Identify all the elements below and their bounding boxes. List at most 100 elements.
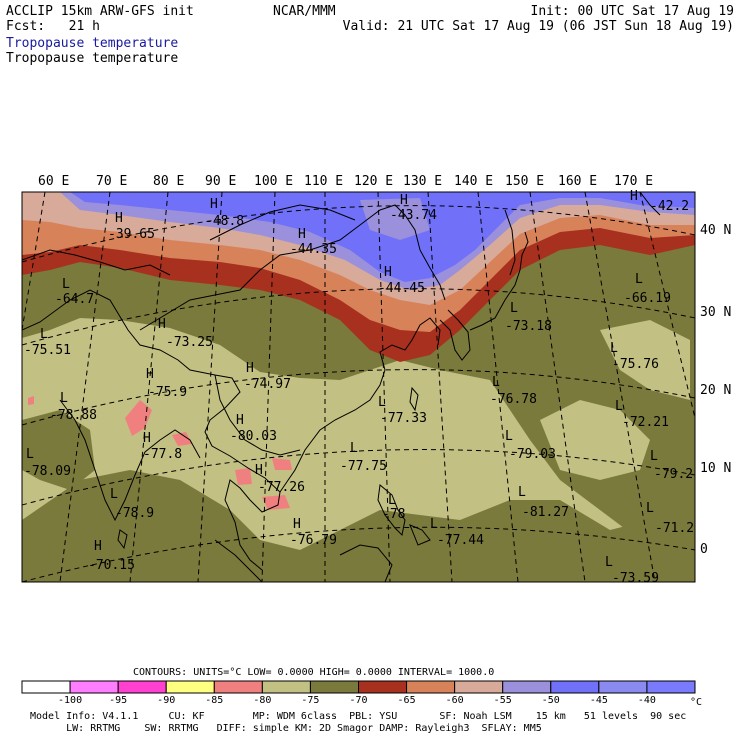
meridian-170e (639, 192, 695, 420)
extremum-value: -79.03 (509, 447, 556, 462)
extremum-value: -79.2 (654, 467, 693, 482)
coast-borneo (339, 544, 393, 582)
meridian-70e (59, 192, 111, 582)
lat-label: 10 N (700, 461, 731, 476)
extremum-value: -76.79 (290, 533, 337, 548)
legend-color-box (550, 680, 600, 694)
extremum-value: -73.59 (612, 571, 659, 586)
coastlines (22, 192, 661, 582)
legend-color-box (309, 680, 359, 694)
meridian-80e (129, 192, 169, 582)
extremum-value: -77.8 (143, 447, 182, 462)
model-title: ACCLIP 15km ARW-GFS init (6, 4, 194, 19)
field-light-patch-east (600, 320, 690, 400)
forecast-hour: Fcst: 21 h (6, 19, 100, 34)
extremum-value: -39.65 (108, 227, 155, 242)
extremum-type: L (615, 399, 623, 414)
extremum-value: -48.8 (205, 214, 244, 229)
extremum-type: L (350, 441, 358, 456)
legend-tick-label: -50 (542, 695, 560, 706)
legend-tick-label: -100 (58, 695, 82, 706)
extremum-value: -75.9 (148, 385, 187, 400)
init-time: Init: 00 UTC Sat 17 Aug 19 (530, 4, 735, 19)
extremum-value: -42.2 (650, 199, 689, 214)
extremum-value: -71.2 (655, 521, 694, 536)
extremum-type: L (40, 327, 48, 342)
legend-color-box (406, 680, 456, 694)
extremum-type: L (378, 395, 386, 410)
map-field (22, 192, 695, 582)
legend-tick-label: -95 (109, 695, 127, 706)
lon-label: 100 E (254, 174, 293, 189)
legend-color-box (165, 680, 215, 694)
lon-label: 120 E (354, 174, 393, 189)
border-central-asia (22, 249, 171, 276)
legend-tick-label: -75 (301, 695, 319, 706)
meridian-60e (22, 192, 46, 334)
legend-tick-label: -80 (253, 695, 271, 706)
extremum-type: L (62, 277, 70, 292)
extremum-type: L (605, 555, 613, 570)
parallel-40n (22, 205, 695, 263)
border-mongolia (209, 204, 356, 241)
field-dark-olive-west (22, 410, 95, 490)
longitude-labels: 60 E 70 E 80 E 90 E 100 E 110 E 120 E 13… (38, 174, 653, 189)
legend-color-box (646, 680, 696, 694)
extremum-type: H (143, 431, 151, 446)
field-pink-spot-3 (235, 468, 252, 485)
legend-color-box (21, 680, 71, 694)
extremum-type: H (115, 211, 123, 226)
extremum-type: L (505, 429, 513, 444)
extremum-value: -73.18 (505, 319, 552, 334)
parallel-10n (22, 449, 695, 506)
lon-label: 160 E (558, 174, 597, 189)
legend-tick-label: -90 (157, 695, 175, 706)
lon-label: 80 E (153, 174, 184, 189)
legend-tick-label: -70 (349, 695, 367, 706)
field-dark-olive-south (22, 470, 695, 582)
lon-label: 150 E (505, 174, 544, 189)
meridian-90e (197, 192, 223, 582)
coast-kamchatka (639, 192, 661, 216)
center-label: NCAR/MMM (273, 4, 336, 19)
legend-tick-labels: -100 -95 -90 -85 -80 -75 -70 -65 -60 -55 -50 -45 -40 (58, 695, 656, 706)
field-pink-spot-6 (28, 396, 34, 405)
legend-unit: °C (690, 697, 702, 708)
extremum-value: -44.35 (290, 242, 337, 257)
map-frame (21, 191, 696, 583)
lon-label: 130 E (403, 174, 442, 189)
lon-label: 60 E (38, 174, 69, 189)
coast-asia-mainland (22, 289, 281, 571)
coast-sakhalin (504, 209, 516, 276)
extremum-type: L (388, 493, 396, 508)
coast-taiwan (409, 386, 419, 412)
extremum-type: H (210, 197, 218, 212)
lat-label: 40 N (700, 223, 731, 238)
extremum-type: L (110, 487, 118, 502)
model-info-line2: LW: RRTMG SW: RRTMG DIFF: simple KM: 2D … (30, 723, 542, 734)
color-legend (21, 680, 696, 694)
coast-korea (439, 309, 471, 361)
extremum-value: -72.21 (622, 415, 669, 430)
meridian-120e (377, 192, 391, 582)
extremum-value: -81.27 (522, 505, 569, 520)
field-lavender-patch (360, 198, 430, 240)
extremum-type: H (293, 517, 301, 532)
extremum-type: L (518, 485, 526, 500)
parallel-30n (22, 288, 695, 346)
extremum-type: L (26, 447, 34, 462)
legend-color-box (117, 680, 167, 694)
extremum-type: H (630, 189, 638, 204)
coast-japan (469, 231, 529, 331)
coast-india (59, 399, 201, 522)
legend-color-box (502, 680, 552, 694)
extremum-value: -70.15 (88, 558, 135, 573)
extremum-type: L (646, 501, 654, 516)
coast-sumatra (214, 539, 263, 582)
legend-tick-label: -55 (494, 695, 512, 706)
extrema-labels: H -39.65 H -48.8 H -43.74 H -42.2 H -44.… (24, 189, 694, 586)
extremum-value: -74.97 (244, 377, 291, 392)
legend-color-box (598, 680, 648, 694)
extremum-type: H (146, 367, 154, 382)
coast-philippines (377, 484, 431, 546)
